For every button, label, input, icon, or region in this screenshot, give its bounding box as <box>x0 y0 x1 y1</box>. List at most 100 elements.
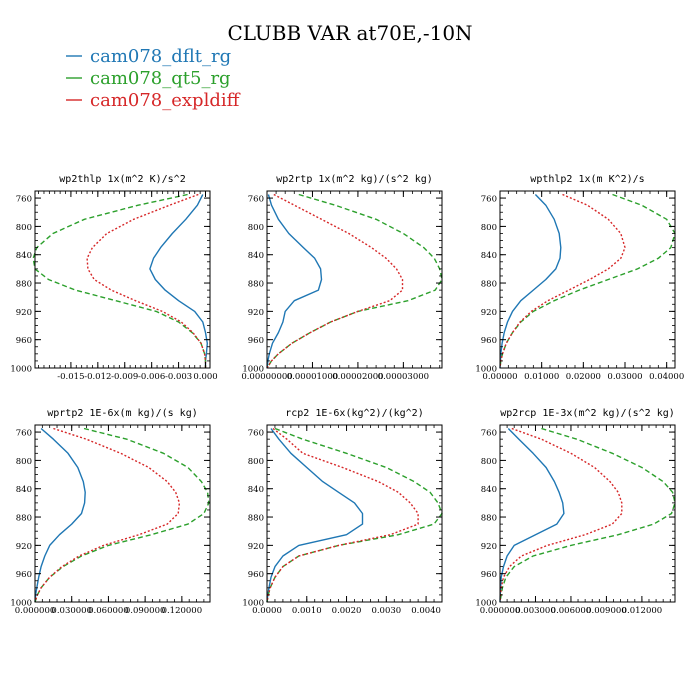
y-tick-label-wprtp2: 960 <box>16 570 32 580</box>
panel-frame-rcp2 <box>266 424 443 603</box>
x-tick-label-wpthlp2: 0.04000 <box>649 372 684 382</box>
x-tick-label-wp2rcp: 0.006000 <box>551 606 592 616</box>
panel-title-rcp2: rcp2 1E-6x(kg^2)/(kg^2) <box>285 408 423 419</box>
y-tick-label-rcp2: 1000 <box>242 599 264 609</box>
y-tick-label-wp2rcp: 880 <box>481 514 497 524</box>
y-tick-label-wpthlp2: 800 <box>481 223 497 233</box>
series-line-rcp2-0 <box>266 428 364 603</box>
y-tick-label-wp2thlp: 1000 <box>10 365 32 375</box>
y-tick-label-wpthlp2: 1000 <box>475 365 497 375</box>
panel-wprtp2: wprtp2 1E-6x(m kg)/(s kg) 760 800 840 880 920… <box>10 408 211 616</box>
series-line-wp2thlp-2 <box>86 193 207 368</box>
panel-wp2rtp: wp2rtp 1x(m^2 kg)/(s^2 kg) 760 800 840 880 92… <box>241 174 443 382</box>
legend-label-expldiff: cam078_expldiff <box>90 90 241 111</box>
panel-frame-wpthlp2 <box>499 190 676 369</box>
series-line-wp2rcp-2 <box>499 427 623 603</box>
y-tick-label-rcp2: 920 <box>248 542 264 552</box>
panel-title-wp2rtp: wp2rtp 1x(m^2 kg)/(s^2 kg) <box>276 174 433 185</box>
figure-legend: cam078_dflt_rg cam078_qt5_rg cam078_expl… <box>66 46 241 111</box>
y-tick-label-wprtp2: 880 <box>16 514 32 524</box>
series-line-wp2rcp-1 <box>499 427 676 603</box>
y-tick-label-wprtp2: 800 <box>16 457 32 467</box>
y-tick-label-wp2rtp: 800 <box>248 223 264 233</box>
legend-label-qt5: cam078_qt5_rg <box>90 68 231 89</box>
x-tick-label-wp2rtp: 0.00001000 <box>287 372 338 382</box>
x-tick-label-rcp2: 0.0010 <box>292 606 322 616</box>
y-tick-label-wp2thlp: 880 <box>16 280 32 290</box>
y-tick-label-wp2rcp: 960 <box>481 570 497 580</box>
y-tick-label-wp2rcp: 1000 <box>475 599 497 609</box>
panel-wpthlp2: wpthlp2 1x(m K^2)/s 760 800 840 880 920 960 100… <box>475 174 684 382</box>
panel-frame-wp2rcp <box>499 424 676 603</box>
series-line-wp2thlp-1 <box>32 193 207 368</box>
panel-wp2rcp: wp2rcp 1E-3x(m^2 kg)/(s^2 kg)760 800 840 88… <box>475 408 676 616</box>
x-tick-label-wp2rtp: 0.00003000 <box>378 372 429 382</box>
x-tick-label-wp2thlp: -0.003 <box>165 372 192 382</box>
y-tick-label-wpthlp2: 960 <box>481 336 497 346</box>
x-tick-label-wpthlp2: 0.01000 <box>524 372 559 382</box>
y-tick-label-wp2thlp: 840 <box>16 251 32 261</box>
y-tick-label-wpthlp2: 760 <box>481 195 497 205</box>
panel-frame-wprtp2 <box>34 424 211 603</box>
y-tick-label-rcp2: 960 <box>248 570 264 580</box>
y-tick-label-wprtp2: 1000 <box>10 599 32 609</box>
x-tick-label-rcp2: 0.0020 <box>332 606 362 616</box>
y-tick-label-wp2rcp: 800 <box>481 457 497 467</box>
series-line-wprtp2-2 <box>34 427 181 603</box>
x-tick-label-wp2rtp: 0.00000000 <box>241 372 292 382</box>
x-tick-label-wprtp2: 0.030000 <box>51 606 92 616</box>
x-tick-label-wp2thlp: -0.015 <box>57 372 84 382</box>
y-tick-label-wprtp2: 760 <box>16 429 32 439</box>
x-tick-label-wp2thlp: -0.009 <box>111 372 138 382</box>
y-tick-label-wp2thlp: 960 <box>16 336 32 346</box>
panel-frame-wp2rtp <box>266 190 443 369</box>
panel-rcp2: rcp2 1E-6x(kg^2)/(kg^2) 760 800 840 880 920 96… <box>242 408 443 616</box>
y-tick-label-wp2rtp: 1000 <box>242 365 264 375</box>
x-tick-label-wprtp2: 0.090000 <box>125 606 166 616</box>
panel-wp2thlp: wp2thlp 1x(m^2 K)/s^2 760 800 840 880 920 960 1… <box>10 174 217 382</box>
panel-title-wp2thlp: wp2thlp 1x(m^2 K)/s^2 <box>59 174 185 185</box>
x-tick-label-wp2thlp: 0.000 <box>193 372 217 382</box>
x-tick-label-wprtp2: 0.000000 <box>15 606 56 616</box>
x-tick-label-wp2rcp: 0.003000 <box>515 606 556 616</box>
x-tick-label-wpthlp2: 0.03000 <box>607 372 642 382</box>
x-tick-label-wprtp2: 0.120000 <box>162 606 203 616</box>
series-line-wprtp2-0 <box>34 427 86 603</box>
x-tick-label-wp2thlp: -0.006 <box>138 372 165 382</box>
series-line-wp2thlp-0 <box>149 194 209 368</box>
y-tick-label-rcp2: 840 <box>248 485 264 495</box>
y-tick-label-wprtp2: 920 <box>16 542 32 552</box>
x-tick-label-wprtp2: 0.060000 <box>88 606 129 616</box>
y-tick-label-wp2rcp: 840 <box>481 485 497 495</box>
y-tick-label-wp2rtp: 840 <box>248 251 264 261</box>
x-tick-label-rcp2: 0.0030 <box>371 606 401 616</box>
panel-grid: wp2thlp 1x(m^2 K)/s^2 760 800 840 880 920 960 1… <box>10 174 684 616</box>
y-tick-label-rcp2: 880 <box>248 514 264 524</box>
series-line-wpthlp2-0 <box>499 194 562 369</box>
y-tick-label-wp2rtp: 960 <box>248 336 264 346</box>
panel-title-wprtp2: wprtp2 1E-6x(m kg)/(s kg) <box>47 408 198 419</box>
x-tick-label-wp2rtp: 0.00002000 <box>332 372 383 382</box>
panel-title-wp2rcp: wp2rcp 1E-3x(m^2 kg)/(s^2 kg) <box>500 408 675 419</box>
y-tick-label-wpthlp2: 880 <box>481 280 497 290</box>
figure-title: CLUBB VAR at70E,-10N <box>227 21 472 45</box>
y-tick-label-wp2rcp: 920 <box>481 542 497 552</box>
series-line-wp2rtp-2 <box>266 193 404 369</box>
series-line-wpthlp2-2 <box>499 193 626 369</box>
y-tick-label-wp2rcp: 760 <box>481 429 497 439</box>
y-tick-label-wprtp2: 840 <box>16 485 32 495</box>
series-line-rcp2-2 <box>266 427 419 603</box>
y-tick-label-wp2rtp: 920 <box>248 308 264 318</box>
x-tick-label-wp2rcp: 0.012000 <box>622 606 663 616</box>
y-tick-label-wp2rtp: 760 <box>248 195 264 205</box>
panel-frame-wp2thlp <box>34 190 211 369</box>
x-tick-label-wp2rcp: 0.000000 <box>480 606 521 616</box>
y-tick-label-rcp2: 760 <box>248 429 264 439</box>
x-tick-label-wpthlp2: 0.02000 <box>566 372 601 382</box>
y-tick-label-wp2thlp: 760 <box>16 195 32 205</box>
legend-label-dflt: cam078_dflt_rg <box>90 46 231 67</box>
series-line-wp2rtp-0 <box>266 194 323 369</box>
x-tick-label-rcp2: 0.0040 <box>411 606 441 616</box>
y-tick-label-wpthlp2: 920 <box>481 308 497 318</box>
